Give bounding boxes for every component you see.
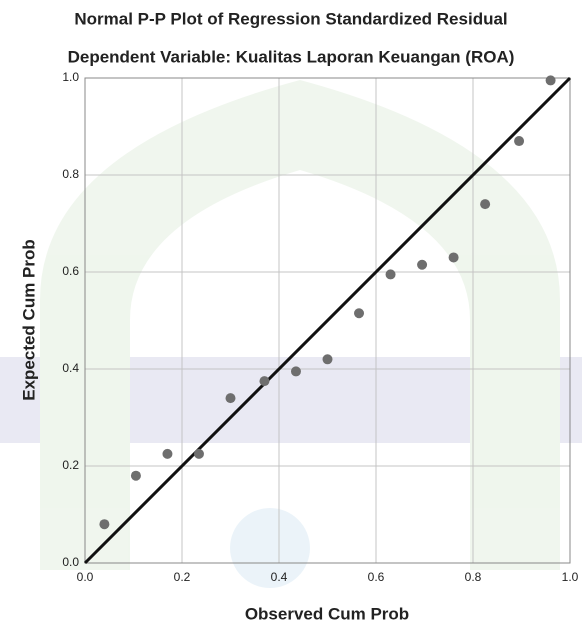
data-point [322, 354, 333, 365]
watermark-emblem [230, 508, 310, 588]
x-axis-title: Observed Cum Prob [245, 604, 409, 623]
data-point [225, 393, 236, 404]
data-point [193, 448, 204, 459]
y-tick-label: 0.2 [62, 458, 79, 472]
data-point [259, 376, 270, 387]
y-tick-label: 0.4 [62, 361, 79, 375]
x-tick-label: 1.0 [562, 570, 579, 584]
data-point [162, 448, 173, 459]
data-point [130, 470, 141, 481]
y-tick-label: 0.8 [62, 167, 79, 181]
y-tick-label: 1.0 [62, 70, 79, 84]
y-tick-label: 0.0 [62, 555, 79, 569]
x-tick-label: 0.8 [465, 570, 482, 584]
plot-area: 0.0 0.2 0.4 0.6 0.8 1.0 0.0 0.2 0.4 0.6 0.8 1.0 [62, 70, 578, 584]
data-point [354, 308, 365, 319]
data-point [545, 75, 556, 86]
chart-title: Normal P-P Plot of Regression Standardiz… [74, 9, 507, 28]
plot-border [84, 77, 571, 564]
data-point [480, 199, 491, 210]
watermark [0, 80, 582, 588]
y-tick-label: 0.6 [62, 264, 79, 278]
data-point [417, 259, 428, 270]
x-tick-label: 0.4 [271, 570, 288, 584]
x-tick-label: 0.2 [174, 570, 191, 584]
chart-subtitle: Dependent Variable: Kualitas Laporan Keu… [68, 47, 515, 66]
watermark-arch [40, 80, 560, 570]
data-point [514, 136, 525, 147]
data-point [290, 366, 301, 377]
x-tick-label: 0.6 [368, 570, 385, 584]
x-tick-label: 0.0 [77, 570, 94, 584]
data-point [99, 519, 110, 530]
y-axis-title: Expected Cum Prob [19, 239, 38, 401]
data-point [448, 252, 459, 263]
reference-line [83, 76, 572, 565]
data-point [385, 269, 396, 280]
